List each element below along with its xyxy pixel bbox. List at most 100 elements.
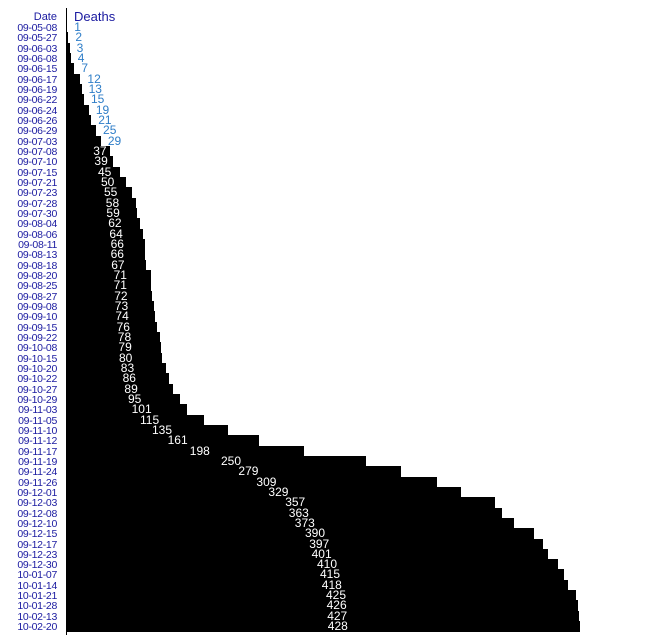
value-label: 410 xyxy=(317,557,338,572)
bar xyxy=(66,373,170,385)
value-label: 83 xyxy=(120,360,135,375)
date-label: 09-09-15 xyxy=(17,321,57,334)
date-label: 09-11-05 xyxy=(18,414,57,427)
bar xyxy=(66,94,84,106)
value-label: 71 xyxy=(113,267,127,282)
bar xyxy=(66,445,304,457)
bar xyxy=(66,145,111,158)
date-label: 09-12-30 xyxy=(17,559,57,572)
bar xyxy=(66,311,155,323)
value-label: 39 xyxy=(94,154,108,169)
bar xyxy=(66,83,82,96)
value-label: 66 xyxy=(110,247,124,262)
value-label: 71 xyxy=(113,278,127,293)
value-label: 135 xyxy=(152,422,173,437)
value-label: 250 xyxy=(221,453,242,468)
value-label: 13 xyxy=(88,81,102,96)
value-label: 21 xyxy=(98,112,112,127)
date-label: 09-12-23 xyxy=(17,548,57,561)
bar xyxy=(66,342,161,354)
date-label: 09-10-27 xyxy=(17,383,57,396)
bar xyxy=(66,52,71,65)
date-label: 09-05-27 xyxy=(17,32,57,45)
value-label: 50 xyxy=(101,174,115,189)
date-label: 10-01-14 xyxy=(17,579,57,592)
bar xyxy=(66,32,69,44)
bar xyxy=(66,476,438,488)
date-label: 09-08-18 xyxy=(17,259,57,272)
bar xyxy=(66,383,173,395)
bar xyxy=(66,517,514,530)
bar xyxy=(66,507,502,519)
date-label: 09-09-08 xyxy=(17,300,57,313)
value-label: 7 xyxy=(81,61,89,76)
date-label: 09-06-24 xyxy=(17,104,57,117)
value-label: 79 xyxy=(118,340,132,355)
date-label: 10-02-13 xyxy=(17,610,57,623)
date-label: 09-11-26 xyxy=(18,476,57,489)
bar xyxy=(66,104,89,116)
date-label: 09-09-10 xyxy=(17,311,57,324)
bar xyxy=(66,197,136,209)
date-label: 09-11-10 xyxy=(18,424,57,437)
date-label: 09-12-10 xyxy=(17,517,57,530)
value-label: 64 xyxy=(109,226,123,241)
bar xyxy=(66,579,568,592)
bar xyxy=(66,228,143,240)
bar xyxy=(66,600,578,612)
bar xyxy=(66,559,559,571)
value-label: 2 xyxy=(75,30,83,45)
bar xyxy=(66,125,97,137)
date-label: 09-07-30 xyxy=(17,207,57,220)
date-label: 09-12-01 xyxy=(17,486,57,499)
date-label: 10-02-20 xyxy=(17,621,57,634)
bar xyxy=(66,321,158,333)
bar xyxy=(66,300,154,313)
date-label: 09-08-25 xyxy=(17,280,57,293)
value-label: 309 xyxy=(256,474,277,489)
value-label: 25 xyxy=(103,123,117,138)
value-label: 373 xyxy=(294,515,315,530)
value-label: 4 xyxy=(77,50,85,65)
date-label: 09-10-15 xyxy=(17,352,57,365)
date-label: 09-07-03 xyxy=(17,135,57,148)
value-label: 55 xyxy=(104,185,118,200)
date-label: 09-11-17 xyxy=(18,445,57,458)
value-label: 115 xyxy=(140,412,160,427)
bar xyxy=(66,22,68,34)
value-label: 29 xyxy=(107,133,122,148)
value-label: 12 xyxy=(87,71,101,86)
value-label: 66 xyxy=(110,236,124,251)
date-label: 09-09-22 xyxy=(17,331,57,344)
value-label: 19 xyxy=(95,102,110,117)
date-label: 09-06-19 xyxy=(17,83,57,96)
value-label: 428 xyxy=(327,619,348,634)
value-label: 415 xyxy=(320,567,341,582)
value-label: 198 xyxy=(189,443,210,458)
date-label: 09-06-29 xyxy=(17,125,57,138)
value-label: 401 xyxy=(311,546,332,561)
date-label: 10-01-07 xyxy=(17,569,57,582)
value-label: 76 xyxy=(116,319,130,334)
value-label: 45 xyxy=(98,164,112,179)
value-label: 3 xyxy=(76,40,84,55)
date-label: 09-08-11 xyxy=(18,238,57,251)
date-label: 09-07-23 xyxy=(17,187,57,200)
bar xyxy=(66,269,152,282)
bar xyxy=(66,259,147,271)
date-label: 09-10-29 xyxy=(17,393,57,406)
date-label: 09-06-22 xyxy=(17,94,57,107)
date-label: 09-08-06 xyxy=(17,228,57,241)
bar xyxy=(66,238,146,251)
date-label: 09-07-21 xyxy=(17,176,57,189)
value-label: 95 xyxy=(128,391,142,406)
bar xyxy=(66,528,535,540)
date-label: 09-11-19 xyxy=(18,455,57,468)
date-label: 09-08-13 xyxy=(17,249,57,262)
value-label: 426 xyxy=(326,598,347,613)
value-label: 101 xyxy=(131,402,152,417)
value-label: 357 xyxy=(285,495,306,510)
bar xyxy=(66,466,402,478)
bar xyxy=(66,404,188,416)
